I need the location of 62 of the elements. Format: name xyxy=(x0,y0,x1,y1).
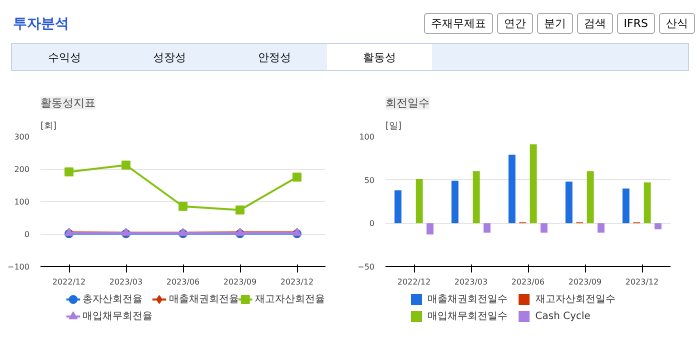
x-tick-label: 2023/12 xyxy=(280,278,314,286)
bar xyxy=(484,223,491,233)
bar xyxy=(654,223,662,230)
text: IFRS xyxy=(616,13,655,34)
y-tick-label: −100 xyxy=(8,262,30,272)
chart-title: 활동성지표 xyxy=(40,96,96,110)
legend-label: 총자산회전율 xyxy=(82,294,143,305)
y-tick-label: 100 xyxy=(359,132,375,142)
x-tick-label: 2023/09 xyxy=(223,278,257,286)
point xyxy=(122,160,130,170)
y-tick-label: 0 xyxy=(24,230,30,239)
y-tick-label: 100 xyxy=(14,198,30,206)
bar xyxy=(451,180,458,224)
y-axis-title: [일] xyxy=(386,122,402,132)
bar xyxy=(598,223,605,233)
text: 수익성 xyxy=(47,50,82,66)
bar xyxy=(416,178,423,224)
chart-title: 회전일수 xyxy=(386,96,430,110)
legend-label: 매출채권회전율 xyxy=(168,294,239,305)
bar xyxy=(426,223,434,234)
bar xyxy=(586,171,594,224)
y-tick-label: 50 xyxy=(364,176,375,185)
text: 안정성 xyxy=(257,50,292,66)
bar xyxy=(394,190,402,224)
text: 연간 xyxy=(496,13,533,34)
y-axis-title: [회] xyxy=(40,122,57,132)
bar xyxy=(472,171,480,224)
y-tick-label: 0 xyxy=(369,219,375,228)
text: 성장성 xyxy=(152,50,187,66)
point xyxy=(236,205,244,214)
x-tick-label: 2023/06 xyxy=(166,278,200,286)
legend-label: 재고자산회전일수 xyxy=(535,294,616,305)
legend-label: 매입채무회전일수 xyxy=(428,311,508,322)
bar xyxy=(644,182,651,224)
bar xyxy=(622,188,630,224)
y-tick-label: −50 xyxy=(358,262,375,272)
x-tick-label: 2022/12 xyxy=(397,278,431,286)
legend-label: Cash Cycle xyxy=(535,311,590,322)
text: 주재무제표 xyxy=(424,13,493,34)
text: 분기 xyxy=(536,13,573,34)
legend-label: 재고자산회전율 xyxy=(254,294,325,305)
text: 활동성 xyxy=(327,44,432,70)
x-tick-label: 2023/03 xyxy=(109,278,143,286)
bar xyxy=(508,154,516,224)
y-tick-label: 300 xyxy=(14,132,30,142)
point xyxy=(292,172,302,182)
legend-label: 매출채권회전일수 xyxy=(428,294,508,305)
text: 투자분석 xyxy=(13,15,69,34)
x-tick-label: 2023/12 xyxy=(625,278,659,286)
x-tick-label: 2023/09 xyxy=(568,278,602,286)
x-tick-label: 2023/03 xyxy=(454,278,488,286)
y-tick-label: 200 xyxy=(14,165,30,174)
point xyxy=(64,167,74,176)
point xyxy=(178,202,188,211)
bar xyxy=(530,144,537,224)
text: 산식 xyxy=(659,13,695,34)
x-tick-label: 2022/12 xyxy=(52,278,86,286)
legend-label: 매입채무회전율 xyxy=(82,311,153,322)
text: 검색 xyxy=(576,13,613,34)
bar xyxy=(540,223,548,233)
x-tick-label: 2023/06 xyxy=(511,278,545,286)
bar xyxy=(565,182,572,224)
